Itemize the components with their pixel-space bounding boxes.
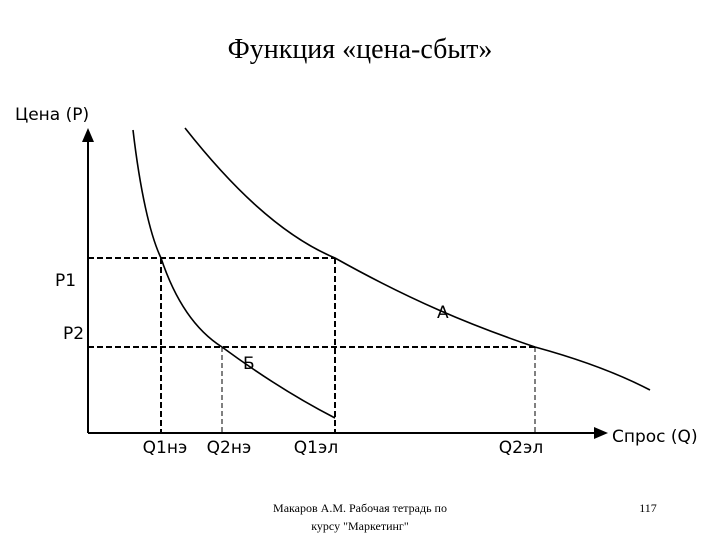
title: Функция «цена-сбыт» — [228, 34, 493, 65]
x-axis-label: Спрос (Q) — [612, 427, 698, 447]
curve-label: А — [437, 303, 449, 323]
footer-line: курсу "Маркетинг" — [311, 519, 409, 533]
elastic-curve — [184, 127, 651, 391]
quantity-label: Q1нэ — [143, 438, 188, 458]
quantity-label: Q2нэ — [207, 438, 252, 458]
quantity-label: Q1эл — [294, 438, 338, 458]
page-number: 117 — [639, 501, 657, 515]
price-label: P1 — [55, 271, 76, 291]
footer-line: Макаров А.М. Рабочая тетрадь по — [273, 501, 447, 515]
inelastic-curve — [132, 129, 336, 419]
price-label: P2 — [63, 324, 84, 344]
x-axis-arrow — [594, 427, 608, 439]
y-axis-label: Цена (P) — [15, 105, 89, 125]
curve-label: Б — [243, 354, 255, 374]
quantity-label: Q2эл — [499, 438, 543, 458]
y-axis-arrow — [82, 128, 94, 142]
